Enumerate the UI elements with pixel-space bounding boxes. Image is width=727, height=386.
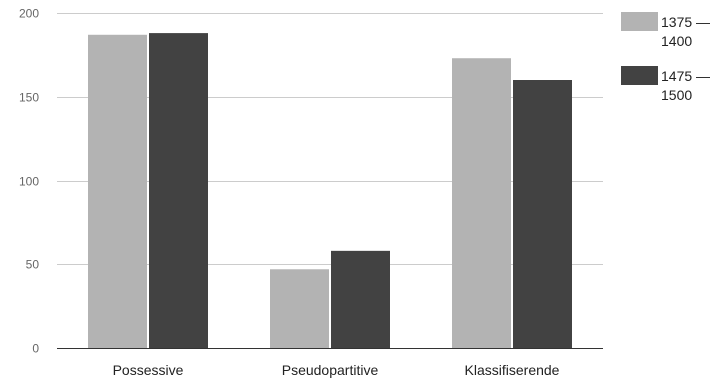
legend-label-line: 1500 bbox=[661, 87, 692, 103]
bar-pseudopartitive-series-2 bbox=[331, 250, 390, 348]
y-tick-label: 150 bbox=[19, 91, 39, 105]
legend-swatch bbox=[621, 66, 658, 85]
x-category-label: Possessive bbox=[113, 362, 184, 378]
x-category-label: Pseudopartitive bbox=[282, 362, 379, 378]
y-axis-tick-labels: 0 50 100 150 200 bbox=[19, 7, 39, 356]
y-tick-label: 0 bbox=[32, 342, 39, 356]
legend-label-line: 1375 — bbox=[661, 14, 710, 30]
legend-swatch bbox=[621, 12, 658, 31]
bar-klassifiserende-series-1 bbox=[452, 58, 511, 348]
y-tick-label: 200 bbox=[19, 7, 39, 21]
bar-pseudopartitive-series-1 bbox=[270, 269, 329, 348]
bar-klassifiserende-series-2 bbox=[513, 80, 572, 348]
legend-label-line: 1475 — bbox=[661, 68, 710, 84]
bars bbox=[88, 33, 572, 349]
x-category-label: Klassifiserende bbox=[465, 362, 560, 378]
bar-possessive-series-2 bbox=[149, 33, 208, 348]
bar-possessive-series-1 bbox=[88, 34, 147, 349]
gridlines bbox=[57, 13, 603, 265]
x-axis-category-labels: Possessive Pseudopartitive Klassifiserende bbox=[113, 362, 560, 378]
legend-label-line: 1400 bbox=[661, 33, 692, 49]
legend-label: 1475 — 1500 bbox=[661, 68, 710, 103]
legend-label: 1375 — 1400 bbox=[661, 14, 710, 49]
y-tick-label: 50 bbox=[26, 258, 40, 272]
y-tick-label: 100 bbox=[19, 175, 39, 189]
legend: 1375 — 1400 1475 — 1500 bbox=[621, 12, 710, 103]
